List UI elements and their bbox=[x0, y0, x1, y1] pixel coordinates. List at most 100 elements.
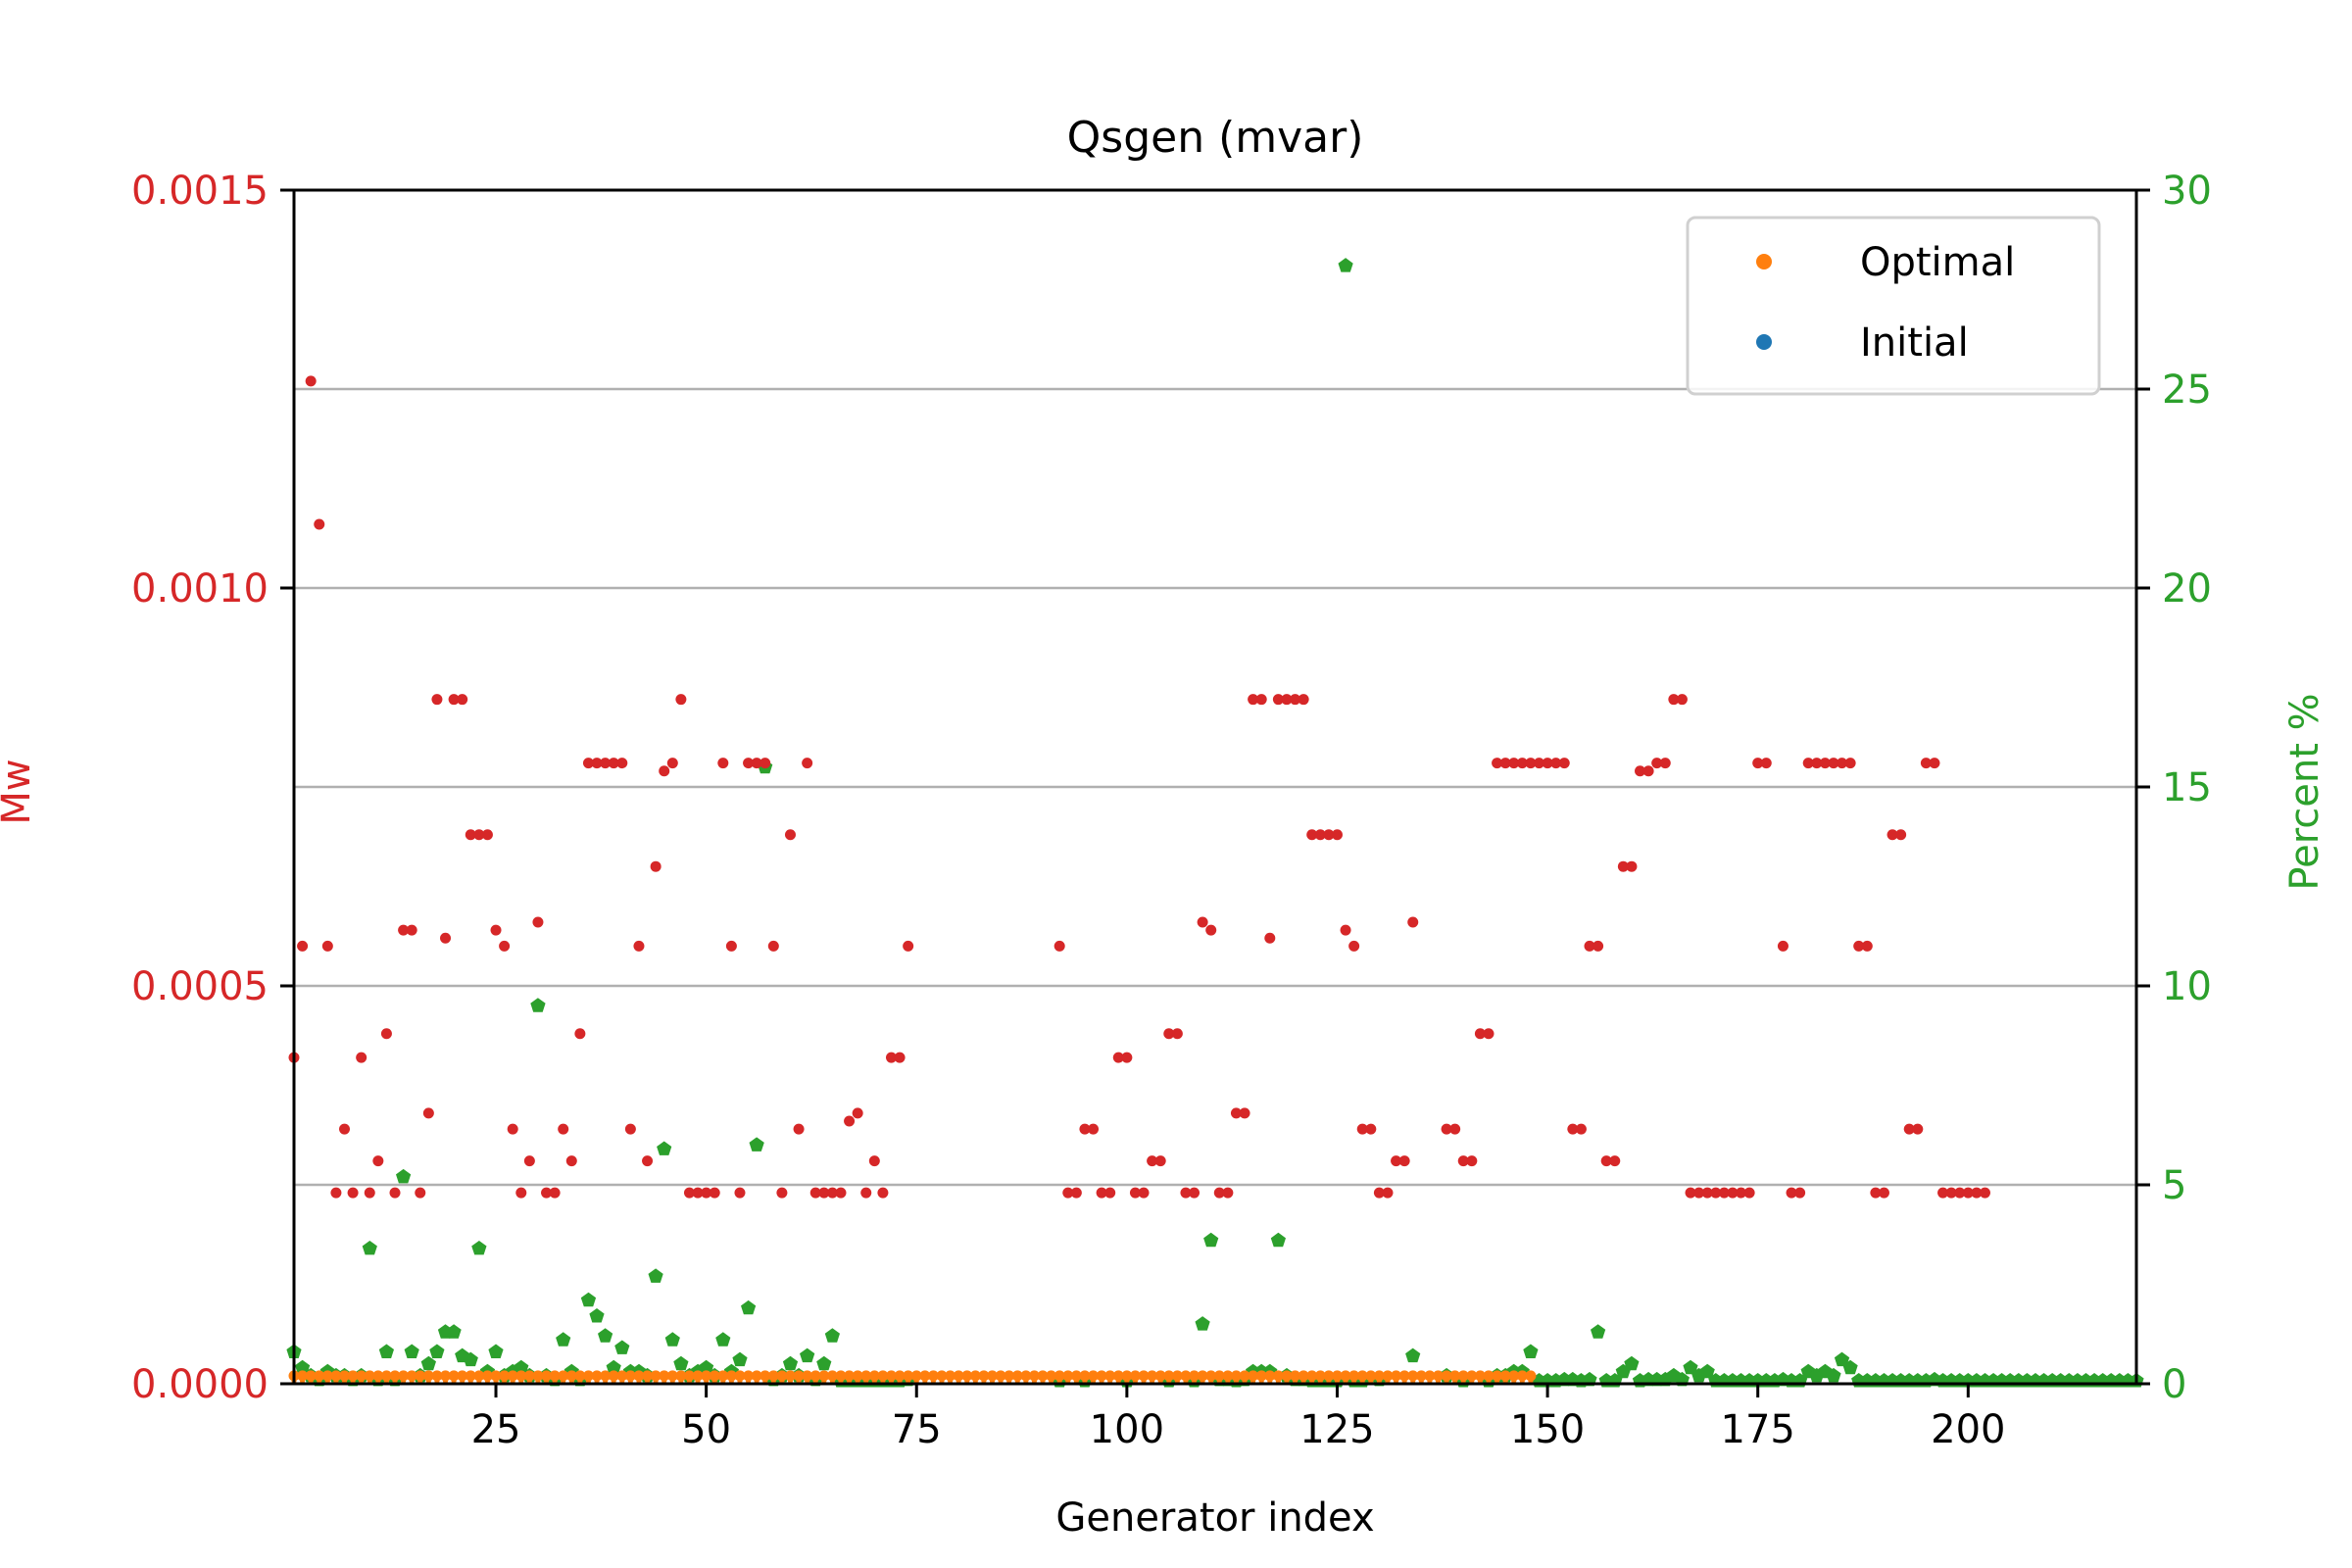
difference-point bbox=[1154, 1155, 1166, 1167]
optimal-point bbox=[347, 1370, 359, 1382]
difference-point bbox=[305, 375, 317, 387]
difference-point bbox=[1129, 1187, 1141, 1199]
optimal-point bbox=[1499, 1370, 1511, 1382]
difference-point bbox=[1819, 758, 1831, 769]
difference-point bbox=[616, 758, 628, 769]
percent-point bbox=[1270, 1232, 1286, 1248]
difference-point bbox=[885, 1052, 897, 1063]
optimal-point bbox=[1264, 1370, 1276, 1382]
difference-point bbox=[1837, 758, 1848, 769]
difference-point bbox=[1272, 694, 1284, 706]
optimal-point bbox=[1147, 1370, 1158, 1382]
optimal-point bbox=[1028, 1370, 1040, 1382]
difference-point bbox=[1979, 1187, 1990, 1199]
optimal-point bbox=[743, 1370, 755, 1382]
difference-point bbox=[1213, 1187, 1225, 1199]
optimal-point bbox=[549, 1370, 561, 1382]
difference-point bbox=[1895, 829, 1907, 841]
difference-point bbox=[1736, 1187, 1747, 1199]
difference-point bbox=[717, 758, 729, 769]
optimal-point bbox=[1340, 1370, 1351, 1382]
difference-point bbox=[809, 1187, 821, 1199]
difference-point bbox=[364, 1187, 375, 1199]
difference-point bbox=[1222, 1187, 1234, 1199]
difference-point bbox=[784, 829, 796, 841]
optimal-point bbox=[659, 1370, 670, 1382]
difference-point bbox=[1584, 940, 1595, 952]
optimal-point bbox=[1424, 1370, 1436, 1382]
difference-point bbox=[877, 1187, 889, 1199]
difference-point bbox=[431, 694, 443, 706]
optimal-point bbox=[1112, 1370, 1124, 1382]
difference-point bbox=[490, 924, 502, 936]
percent-point bbox=[1834, 1351, 1850, 1367]
difference-point bbox=[1701, 1187, 1713, 1199]
optimal-point bbox=[1492, 1370, 1503, 1382]
difference-point bbox=[1954, 1187, 1966, 1199]
optimal-point bbox=[1230, 1370, 1242, 1382]
difference-point bbox=[1635, 765, 1646, 777]
optimal-point bbox=[844, 1370, 856, 1382]
optimal-point bbox=[305, 1370, 317, 1382]
percent-point bbox=[362, 1241, 377, 1255]
optimal-point bbox=[314, 1370, 325, 1382]
difference-point bbox=[1777, 940, 1788, 952]
right-tick-label: 5 bbox=[2162, 1163, 2186, 1208]
difference-point bbox=[826, 1187, 838, 1199]
optimal-point bbox=[339, 1370, 351, 1382]
percent-point bbox=[1842, 1359, 1858, 1375]
percent-point bbox=[782, 1355, 799, 1371]
difference-series bbox=[288, 375, 1990, 1199]
optimal-point bbox=[1197, 1370, 1208, 1382]
percent-point bbox=[800, 1348, 815, 1363]
difference-point bbox=[1760, 758, 1772, 769]
optimal-point bbox=[894, 1370, 906, 1382]
difference-point bbox=[1945, 1187, 1957, 1199]
optimal-point bbox=[1213, 1370, 1225, 1382]
percent-point bbox=[606, 1359, 621, 1375]
percent-point bbox=[749, 1137, 764, 1152]
optimal-point bbox=[574, 1370, 586, 1382]
optimal-point bbox=[1466, 1370, 1478, 1382]
difference-point bbox=[1962, 1187, 1974, 1199]
optimal-point bbox=[784, 1370, 796, 1382]
optimal-point bbox=[1062, 1370, 1074, 1382]
difference-point bbox=[1449, 1123, 1461, 1135]
optimal-point bbox=[1171, 1370, 1183, 1382]
difference-point bbox=[802, 758, 813, 769]
optimal-point bbox=[532, 1370, 544, 1382]
optimal-point bbox=[1088, 1370, 1100, 1382]
optimal-point bbox=[1508, 1370, 1520, 1382]
optimal-point bbox=[1331, 1370, 1343, 1382]
difference-point bbox=[448, 694, 460, 706]
difference-point bbox=[1323, 829, 1335, 841]
legend-frame bbox=[1686, 216, 2101, 396]
difference-point bbox=[1676, 694, 1688, 706]
percent-point bbox=[614, 1340, 630, 1354]
percent-point bbox=[471, 1241, 487, 1255]
difference-point bbox=[692, 1187, 704, 1199]
difference-point bbox=[1534, 758, 1545, 769]
x-tick-label: 75 bbox=[892, 1407, 942, 1452]
percent-point bbox=[404, 1344, 419, 1358]
left-tick-label: 0.0010 bbox=[131, 566, 269, 612]
percent-series bbox=[286, 258, 2144, 1388]
optimal-point bbox=[1104, 1370, 1116, 1382]
difference-point bbox=[835, 1187, 847, 1199]
percent-point bbox=[1203, 1232, 1219, 1248]
difference-point bbox=[1626, 860, 1638, 872]
difference-point bbox=[1298, 694, 1309, 706]
difference-point bbox=[1180, 1187, 1192, 1199]
optimal-point bbox=[499, 1370, 511, 1382]
difference-point bbox=[1356, 1123, 1368, 1135]
percent-point bbox=[556, 1332, 571, 1347]
x-axis-ticks: 25 50 75 100 125 150 175 200 bbox=[471, 1384, 2005, 1452]
difference-point bbox=[659, 765, 670, 777]
difference-point bbox=[1138, 1187, 1150, 1199]
optimal-point bbox=[987, 1370, 999, 1382]
optimal-point bbox=[356, 1370, 368, 1382]
optimal-point bbox=[1180, 1370, 1192, 1382]
optimal-point bbox=[608, 1370, 619, 1382]
difference-point bbox=[767, 940, 779, 952]
